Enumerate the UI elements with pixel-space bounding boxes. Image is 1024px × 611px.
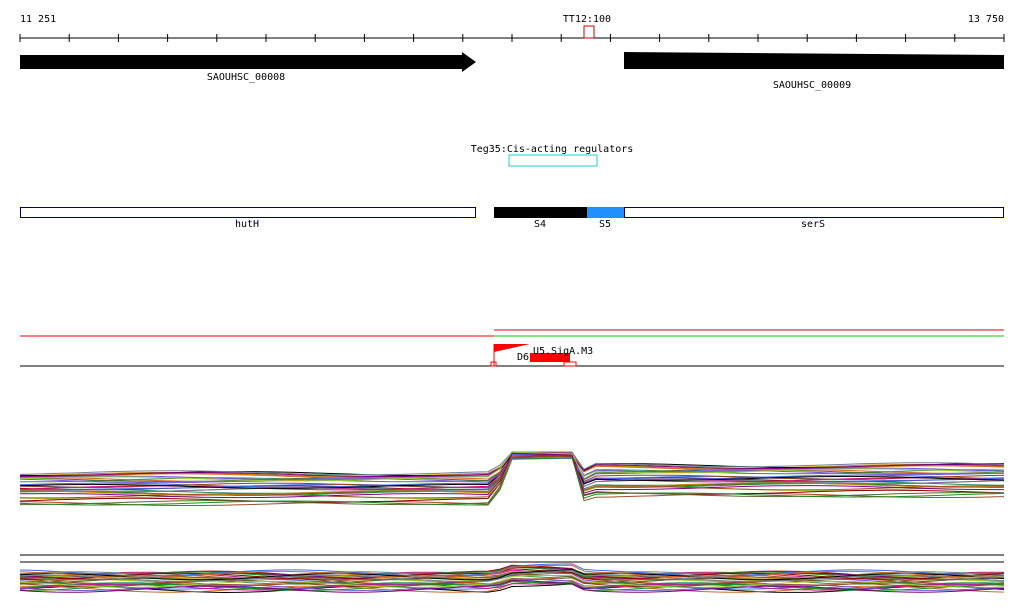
ruler-marker-label: TT12:100	[563, 14, 611, 25]
expression-trace	[19, 580, 1005, 592]
gene-label: SAOUHSC_00008	[207, 72, 285, 83]
expression-trace	[19, 453, 1005, 499]
expression-traces	[19, 451, 1005, 594]
operon-label: S4	[534, 219, 546, 230]
operon-label: hutH	[235, 219, 259, 230]
promoter-marker	[530, 353, 570, 362]
promoter-label: U5.SigA.M3	[533, 346, 593, 357]
operon-segment	[20, 207, 476, 218]
expression-trace	[19, 452, 1004, 499]
promoter-marker	[563, 361, 577, 367]
gene-arrow	[624, 52, 1004, 72]
expression-trace	[19, 457, 1005, 506]
ruler-ticks	[19, 34, 1005, 42]
expression-trace	[19, 457, 1005, 484]
ruler-end: 13 750	[968, 14, 1004, 25]
expression-trace	[19, 451, 1005, 482]
expression-trace	[19, 569, 1005, 582]
regulator-box	[508, 154, 598, 167]
ruler-start: 11 251	[20, 14, 56, 25]
operon-segment	[494, 207, 587, 218]
operon-label: serS	[801, 219, 825, 230]
expression-trace	[19, 568, 1005, 581]
regulator-label: Teg35:Cis-acting regulators	[471, 144, 634, 155]
expression-trace	[19, 577, 1005, 586]
operon-segment	[587, 207, 624, 218]
operon-segment	[624, 207, 1004, 218]
operon-label: S5	[599, 219, 611, 230]
expression-trace	[19, 563, 1004, 577]
gene-label: SAOUHSC_00009	[773, 80, 851, 91]
gene-arrow	[20, 52, 476, 72]
expression-trace	[19, 579, 1005, 593]
promoter-marker	[494, 344, 530, 352]
ruler-marker	[583, 25, 595, 39]
expression-trace	[19, 583, 1005, 594]
expression-trace	[19, 574, 1005, 588]
expression-trace	[19, 564, 1005, 578]
promoter-label: D6	[517, 352, 529, 363]
promoter-marker	[490, 361, 497, 367]
